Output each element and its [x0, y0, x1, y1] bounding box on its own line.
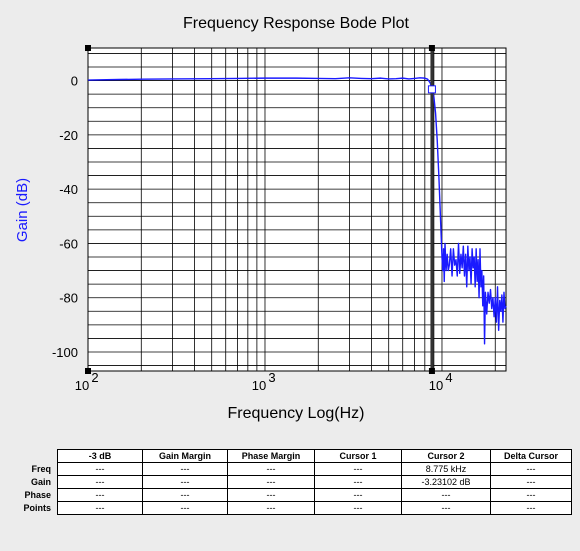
table-row-freq: Freq --- --- --- --- 8.775 kHz --- [15, 462, 572, 476]
table-cell: --- [227, 488, 315, 502]
grid [85, 45, 506, 374]
x-tick-exponent: 4 [445, 370, 452, 385]
x-tick-exponent: 3 [268, 370, 275, 385]
table-cell: --- [314, 475, 402, 489]
table-cell: --- [142, 488, 228, 502]
row-label-freq: Freq [31, 464, 51, 474]
column-header-gain-margin: Gain Margin [142, 449, 228, 463]
row-label-points: Points [23, 503, 51, 513]
frame-corner-marker [85, 368, 91, 374]
y-tick-label: -20 [59, 128, 78, 143]
table-corner [15, 450, 58, 463]
column-header-phase-margin: Phase Margin [227, 449, 315, 463]
table-cell: --- [227, 475, 315, 489]
y-tick-labels: 0 -20 -40 -60 -80 -100 [52, 74, 78, 360]
x-tick-label: 10 [252, 378, 266, 393]
table-cell: --- [142, 501, 228, 515]
table-cell: --- [490, 475, 572, 489]
x-axis-label: Frequency Log(Hz) [228, 405, 365, 422]
table-cell: --- [314, 488, 402, 502]
column-header-delta-cursor: Delta Cursor [490, 449, 572, 463]
row-label-phase: Phase [24, 490, 51, 500]
y-axis-label: Gain (dB) [14, 178, 31, 242]
y-tick-label: -80 [59, 291, 78, 306]
table-row-gain: Gain --- --- --- --- -3.23102 dB --- [15, 475, 572, 489]
cursor-layer[interactable] [427, 45, 436, 374]
cursor-2-gain-value: -3.23102 dB [401, 475, 491, 489]
table-header-row: -3 dB Gain Margin Phase Margin Cursor 1 … [15, 449, 572, 463]
table-cell: --- [227, 501, 315, 515]
table-cell: --- [142, 462, 228, 476]
table-cell: --- [57, 488, 143, 502]
y-tick-label: -40 [59, 182, 78, 197]
y-tick-label: 0 [71, 74, 78, 89]
table-cell: --- [314, 462, 402, 476]
table-cell: --- [57, 475, 143, 489]
column-header-cursor-1: Cursor 1 [314, 449, 402, 463]
table-cell: --- [57, 462, 143, 476]
table-cell: --- [490, 488, 572, 502]
table-cell: --- [227, 462, 315, 476]
table-cell: --- [57, 501, 143, 515]
gain-trace [87, 77, 507, 345]
plot-area [87, 47, 507, 372]
cursor-2-freq-value: 8.775 kHz [401, 462, 491, 476]
x-tick-label: 10 [429, 378, 443, 393]
table-cell: --- [142, 475, 228, 489]
bode-plot: Frequency Response Bode Plot 0 -20 -40 -60 -… [14, 15, 507, 422]
trace-layer [87, 77, 507, 345]
chart-title: Frequency Response Bode Plot [183, 15, 409, 32]
cursor-handle-top [428, 45, 435, 51]
table-cell: --- [401, 501, 491, 515]
cursor-marker [427, 85, 436, 94]
column-header-3db: -3 dB [57, 449, 143, 463]
row-label-gain: Gain [30, 477, 51, 487]
frame-corner-marker [85, 45, 91, 51]
table-row-points: Points --- --- --- --- --- --- [15, 501, 572, 515]
y-tick-label: -100 [52, 345, 78, 360]
table-cell: --- [490, 501, 572, 515]
x-tick-exponent: 2 [91, 370, 98, 385]
table-cell: --- [314, 501, 402, 515]
y-tick-label: -60 [59, 236, 78, 251]
column-header-cursor-2: Cursor 2 [401, 449, 491, 463]
table-cell: --- [401, 488, 491, 502]
cursor-measurement-table: -3 dB Gain Margin Phase Margin Cursor 1 … [15, 449, 572, 515]
x-tick-label: 10 [75, 378, 89, 393]
table-cell: --- [490, 462, 572, 476]
table-row-phase: Phase --- --- --- --- --- --- [15, 488, 572, 502]
cursor-handle-bottom [428, 368, 435, 374]
